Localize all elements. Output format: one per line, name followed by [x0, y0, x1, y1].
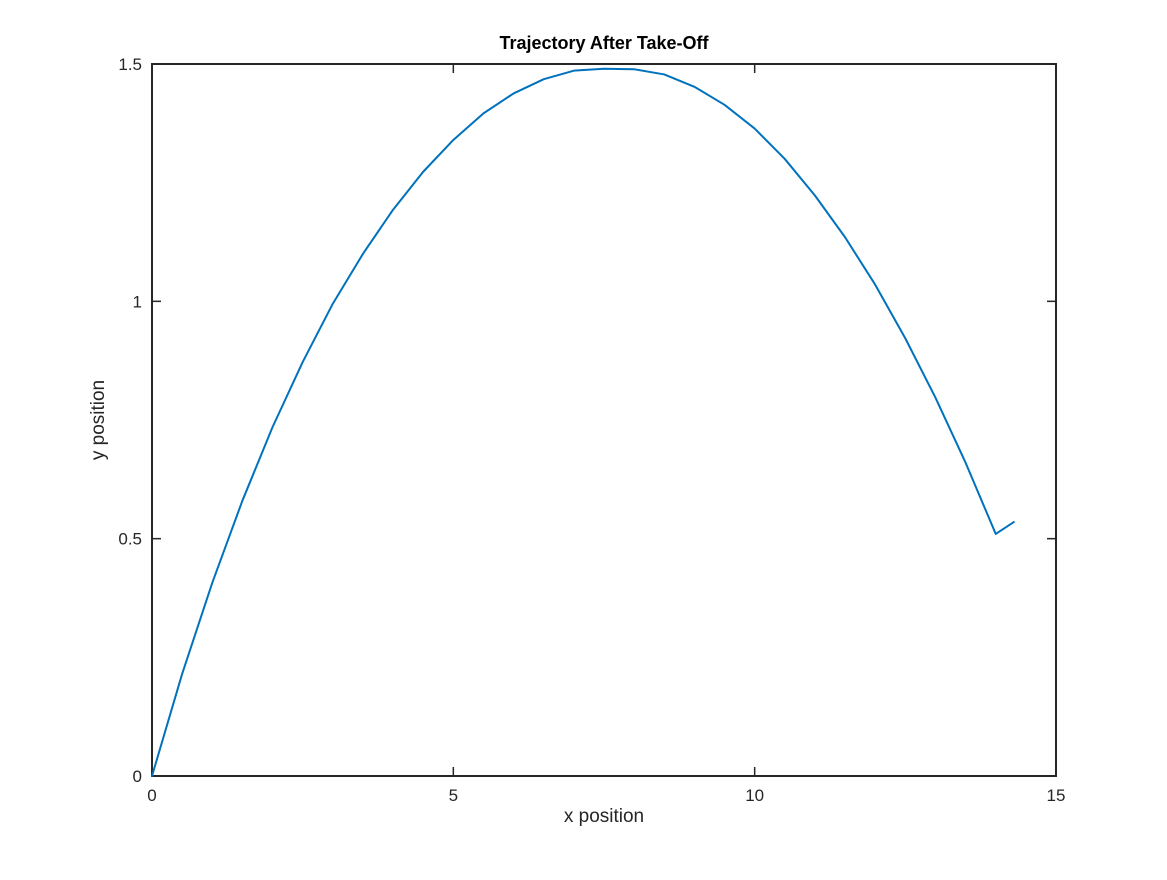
series-group — [151, 67, 1015, 777]
y-tick-label: 1 — [133, 292, 142, 311]
trajectory-line — [151, 67, 1015, 777]
x-ticks — [151, 64, 1057, 776]
axes-box — [151, 63, 1057, 777]
y-ticks — [152, 63, 1056, 777]
y-tick-label: 0.5 — [118, 530, 142, 549]
y-tick-labels: 0 0.5 1 1.5 — [118, 55, 142, 786]
x-tick-labels: 0 5 10 15 — [147, 786, 1065, 805]
x-axis-label: x position — [564, 806, 644, 827]
y-axis-label: y position — [88, 380, 109, 460]
x-tick-label: 10 — [745, 786, 764, 805]
y-tick-label: 0 — [133, 767, 142, 786]
x-tick-label: 0 — [147, 786, 156, 805]
x-tick-label: 5 — [449, 786, 458, 805]
x-tick-label: 15 — [1047, 786, 1066, 805]
y-tick-label: 1.5 — [118, 55, 142, 74]
chart-title: Trajectory After Take-Off — [499, 33, 709, 53]
